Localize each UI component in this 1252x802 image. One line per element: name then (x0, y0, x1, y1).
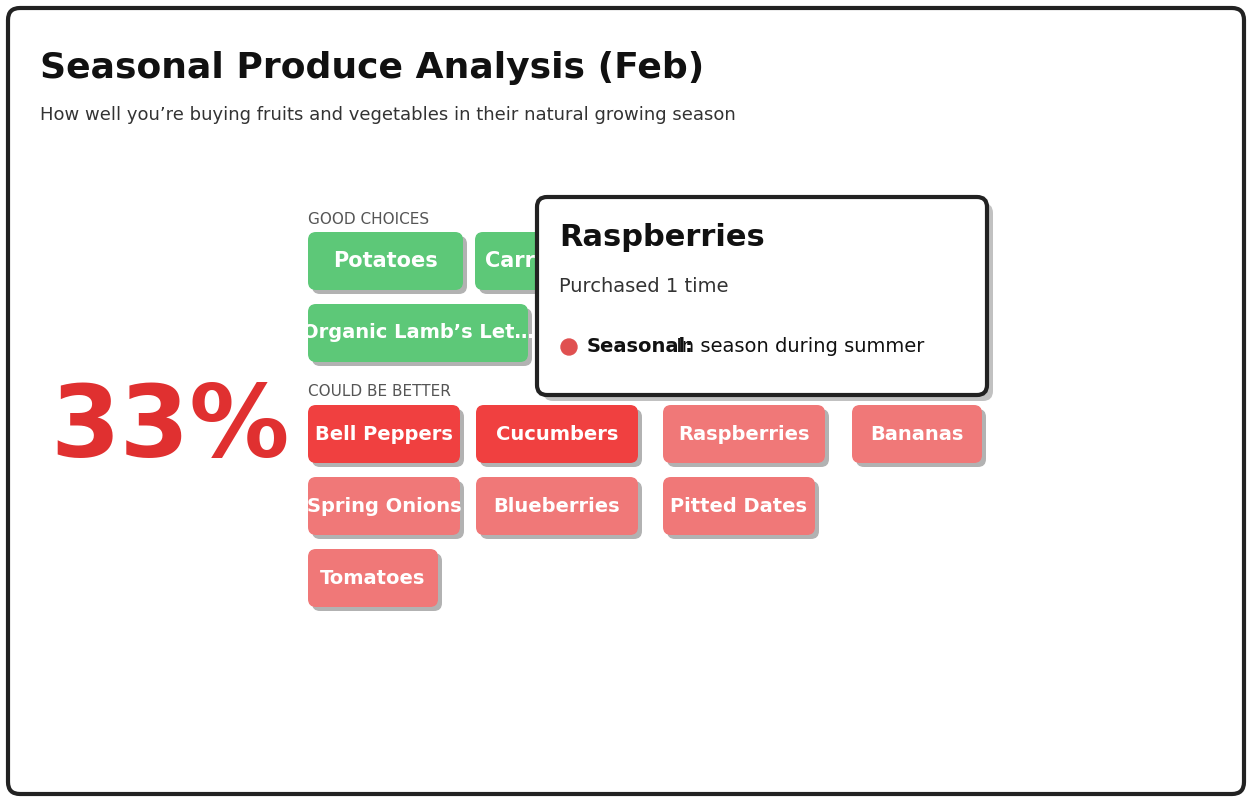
FancyBboxPatch shape (856, 409, 987, 467)
FancyBboxPatch shape (664, 477, 815, 535)
FancyBboxPatch shape (312, 308, 532, 366)
FancyBboxPatch shape (308, 232, 463, 290)
FancyBboxPatch shape (308, 304, 528, 362)
FancyBboxPatch shape (8, 8, 1244, 794)
FancyBboxPatch shape (475, 232, 580, 290)
FancyBboxPatch shape (312, 553, 442, 611)
FancyBboxPatch shape (667, 481, 819, 539)
Text: Raspberries: Raspberries (679, 424, 810, 444)
Text: In season during summer: In season during summer (670, 338, 924, 357)
FancyBboxPatch shape (667, 409, 829, 467)
Text: How well you’re buying fruits and vegetables in their natural growing season: How well you’re buying fruits and vegeta… (40, 106, 736, 124)
Text: COULD BE BETTER: COULD BE BETTER (308, 384, 451, 399)
FancyBboxPatch shape (308, 405, 459, 463)
Text: Potatoes: Potatoes (333, 251, 438, 271)
Text: 33%: 33% (50, 382, 289, 479)
Text: Bell Peppers: Bell Peppers (316, 424, 453, 444)
Text: Bananas: Bananas (870, 424, 964, 444)
FancyBboxPatch shape (476, 477, 639, 535)
Text: Spring Onions: Spring Onions (307, 496, 461, 516)
Text: GOOD CHOICES: GOOD CHOICES (308, 213, 429, 228)
FancyBboxPatch shape (476, 405, 639, 463)
FancyBboxPatch shape (312, 236, 467, 294)
FancyBboxPatch shape (537, 197, 987, 395)
Text: Seasonal Produce Analysis (Feb): Seasonal Produce Analysis (Feb) (40, 51, 704, 85)
FancyBboxPatch shape (543, 203, 993, 401)
FancyBboxPatch shape (312, 481, 464, 539)
FancyBboxPatch shape (853, 405, 982, 463)
Text: Purchased 1 time: Purchased 1 time (558, 277, 729, 297)
Text: Cucumbers: Cucumbers (496, 424, 618, 444)
FancyBboxPatch shape (312, 409, 464, 467)
Circle shape (561, 339, 577, 355)
Text: Carro…: Carro… (485, 251, 570, 271)
Text: Tomatoes: Tomatoes (321, 569, 426, 588)
FancyBboxPatch shape (480, 481, 642, 539)
Text: Pitted Dates: Pitted Dates (671, 496, 808, 516)
Text: Blueberries: Blueberries (493, 496, 620, 516)
FancyBboxPatch shape (308, 477, 459, 535)
Text: Seasonal:: Seasonal: (587, 338, 694, 357)
FancyBboxPatch shape (480, 409, 642, 467)
FancyBboxPatch shape (480, 236, 583, 294)
Text: Raspberries: Raspberries (558, 222, 765, 252)
FancyBboxPatch shape (308, 549, 438, 607)
FancyBboxPatch shape (664, 405, 825, 463)
Text: Organic Lamb’s Let…: Organic Lamb’s Let… (302, 323, 533, 342)
